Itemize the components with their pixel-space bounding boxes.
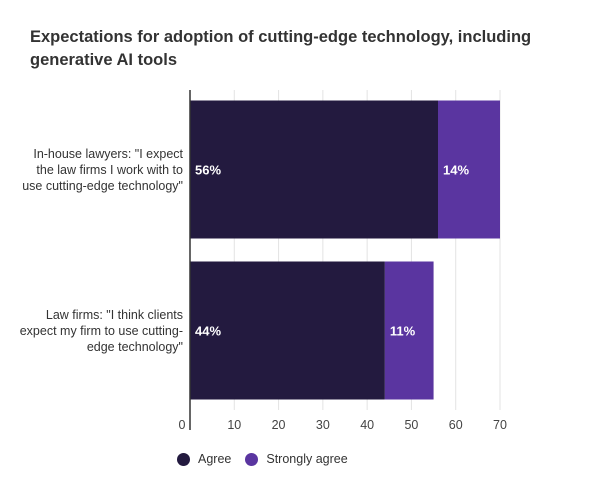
data-label: 14% xyxy=(443,163,469,178)
x-tick-label: 0 xyxy=(179,418,186,432)
chart-title: Expectations for adoption of cutting-edg… xyxy=(30,28,532,69)
x-tick-label: 30 xyxy=(316,418,330,432)
legend-swatch xyxy=(177,452,190,466)
category-label: In-house lawyers: "I expect the law firm… xyxy=(22,146,183,193)
legend-swatch xyxy=(245,452,259,466)
bar-agree xyxy=(190,261,385,400)
data-label: 44% xyxy=(195,324,221,339)
x-tick-label: 60 xyxy=(449,418,463,432)
data-label: 11% xyxy=(390,324,416,339)
bar-agree xyxy=(190,100,438,239)
category-label: Law firms: "I think clients expect my fi… xyxy=(19,307,183,354)
x-tick-label: 20 xyxy=(272,418,286,432)
x-tick-label: 70 xyxy=(493,418,507,432)
bar-strongly-agree xyxy=(384,261,434,400)
data-label: 56% xyxy=(195,163,221,178)
legend-item: Strongly agree xyxy=(245,452,348,466)
x-tick-label: 50 xyxy=(404,418,418,432)
legend-item: Agree xyxy=(177,452,231,466)
legend-label: Agree xyxy=(198,452,232,466)
legend: Agree Strongly agree xyxy=(177,452,362,466)
x-tick-label: 10 xyxy=(227,418,241,432)
bar-strongly-agree xyxy=(438,100,500,239)
x-tick-label: 40 xyxy=(360,418,374,432)
legend-label: Strongly agree xyxy=(266,452,348,466)
